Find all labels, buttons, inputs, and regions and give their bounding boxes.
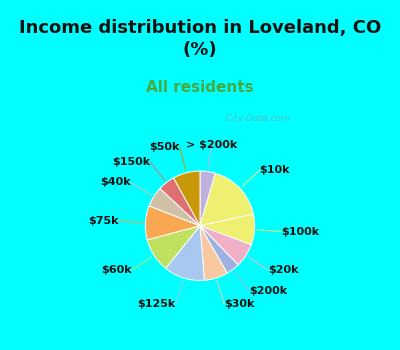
Wedge shape bbox=[200, 226, 251, 265]
Text: $125k: $125k bbox=[138, 299, 176, 309]
Text: $40k: $40k bbox=[100, 177, 131, 187]
Text: Income distribution in Loveland, CO
(%): Income distribution in Loveland, CO (%) bbox=[19, 19, 381, 59]
Text: $75k: $75k bbox=[88, 216, 119, 226]
Text: $60k: $60k bbox=[101, 265, 132, 275]
Text: $10k: $10k bbox=[260, 165, 290, 175]
Wedge shape bbox=[200, 226, 238, 273]
Wedge shape bbox=[160, 178, 200, 226]
Wedge shape bbox=[200, 226, 227, 280]
Wedge shape bbox=[166, 226, 204, 280]
Text: City-Data.com: City-Data.com bbox=[220, 114, 290, 124]
Wedge shape bbox=[200, 173, 254, 226]
Wedge shape bbox=[200, 171, 215, 226]
Text: > $200k: > $200k bbox=[186, 140, 237, 150]
Text: $100k: $100k bbox=[281, 226, 320, 237]
Text: $150k: $150k bbox=[112, 156, 150, 167]
Text: $30k: $30k bbox=[224, 299, 254, 309]
Wedge shape bbox=[145, 206, 200, 240]
Text: All residents: All residents bbox=[146, 79, 254, 94]
Text: $50k: $50k bbox=[149, 142, 180, 152]
Text: $20k: $20k bbox=[268, 265, 299, 275]
Wedge shape bbox=[200, 214, 255, 245]
Wedge shape bbox=[147, 226, 200, 268]
Text: $200k: $200k bbox=[249, 286, 287, 296]
Wedge shape bbox=[174, 171, 200, 226]
Wedge shape bbox=[149, 189, 200, 226]
